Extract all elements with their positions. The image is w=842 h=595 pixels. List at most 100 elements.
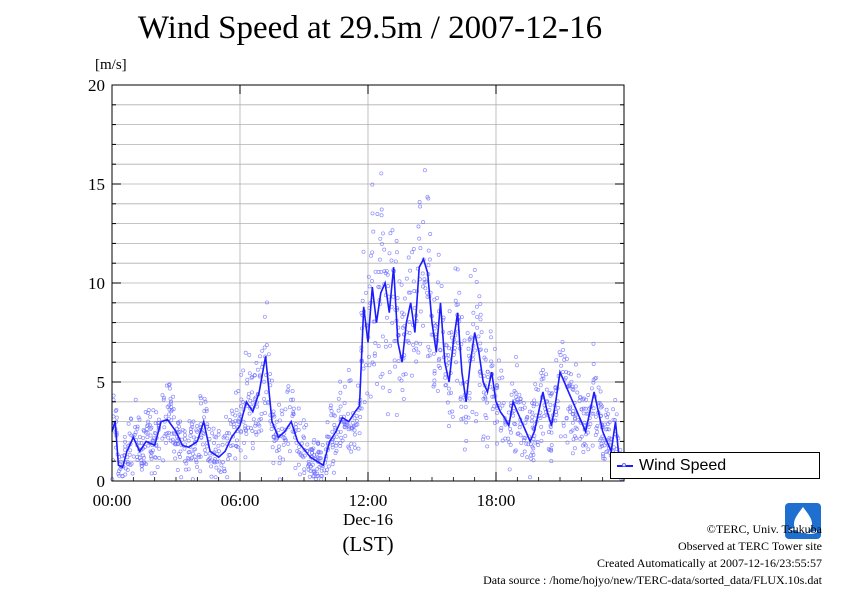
data-point (320, 442, 325, 447)
data-point (416, 350, 421, 355)
data-point (432, 382, 437, 387)
data-point (561, 369, 565, 374)
data-point (359, 406, 364, 411)
data-point (228, 444, 233, 448)
data-point (372, 353, 377, 358)
data-point (176, 421, 181, 426)
data-point (346, 423, 351, 428)
data-point (213, 457, 217, 462)
data-point (381, 385, 385, 390)
data-point (452, 349, 457, 354)
data-point (432, 369, 437, 373)
data-point (598, 389, 603, 394)
data-point (473, 348, 477, 353)
data-point (525, 415, 530, 419)
data-point (328, 403, 333, 408)
data-point (194, 460, 199, 465)
data-point (340, 438, 345, 443)
data-point (494, 411, 499, 416)
data-point (575, 390, 580, 395)
data-point (243, 350, 248, 355)
data-point (212, 441, 217, 445)
data-point (447, 331, 452, 336)
data-point (403, 372, 408, 377)
data-point (373, 269, 378, 274)
data-point (277, 461, 282, 466)
data-point (518, 433, 523, 438)
data-point (153, 455, 157, 460)
x-tick-label: 12:00 (349, 491, 388, 510)
data-point (182, 429, 187, 434)
data-point (367, 354, 371, 359)
data-point (271, 434, 276, 439)
data-point (236, 389, 241, 393)
data-point (514, 399, 519, 404)
data-point (326, 434, 331, 439)
data-point (356, 383, 360, 388)
data-point (128, 448, 133, 453)
data-point (478, 301, 483, 306)
data-point (266, 352, 271, 357)
data-point (384, 338, 388, 343)
data-point (293, 465, 298, 470)
data-point (287, 405, 292, 410)
data-point (380, 241, 384, 246)
data-point (243, 455, 248, 460)
data-point (229, 408, 234, 413)
data-point (566, 370, 571, 375)
data-point (125, 459, 130, 464)
data-point (613, 398, 618, 402)
data-point (135, 458, 140, 462)
data-point (565, 440, 570, 445)
data-point (212, 434, 217, 439)
data-point (262, 314, 267, 319)
data-point (402, 296, 407, 301)
data-point (171, 407, 176, 412)
data-point (424, 290, 429, 295)
data-point (397, 279, 402, 284)
data-point (129, 433, 134, 438)
data-point (311, 473, 316, 478)
data-point (603, 412, 608, 417)
data-point (145, 430, 150, 435)
data-point (606, 411, 610, 416)
data-point (567, 409, 572, 414)
data-point (173, 456, 178, 461)
data-point (377, 285, 382, 290)
data-point (390, 320, 395, 325)
data-point (603, 427, 608, 432)
grid-layer (112, 85, 624, 481)
data-point (489, 359, 494, 364)
data-point (216, 429, 221, 434)
x-tick-label: 00:00 (93, 491, 132, 510)
data-point (265, 300, 269, 305)
data-point (392, 338, 397, 343)
data-point (559, 363, 564, 368)
data-point (601, 453, 606, 458)
data-point (336, 396, 341, 401)
data-point (563, 375, 568, 380)
data-point (468, 335, 473, 340)
data-point (522, 449, 527, 454)
data-point (259, 411, 264, 416)
data-point (291, 410, 296, 415)
data-point (385, 272, 390, 277)
data-point (289, 397, 293, 402)
data-point (474, 304, 479, 309)
data-point (130, 471, 135, 476)
data-point (183, 433, 187, 438)
data-point (464, 414, 468, 419)
data-point (166, 383, 171, 387)
data-point (324, 434, 329, 439)
data-point (135, 426, 140, 431)
data-point (485, 444, 490, 449)
data-point (450, 414, 455, 419)
data-point (541, 376, 546, 381)
data-point (252, 373, 257, 378)
data-point (527, 409, 532, 414)
data-point (123, 472, 128, 477)
data-point (485, 375, 490, 379)
data-point (163, 431, 168, 436)
data-point (426, 248, 431, 253)
